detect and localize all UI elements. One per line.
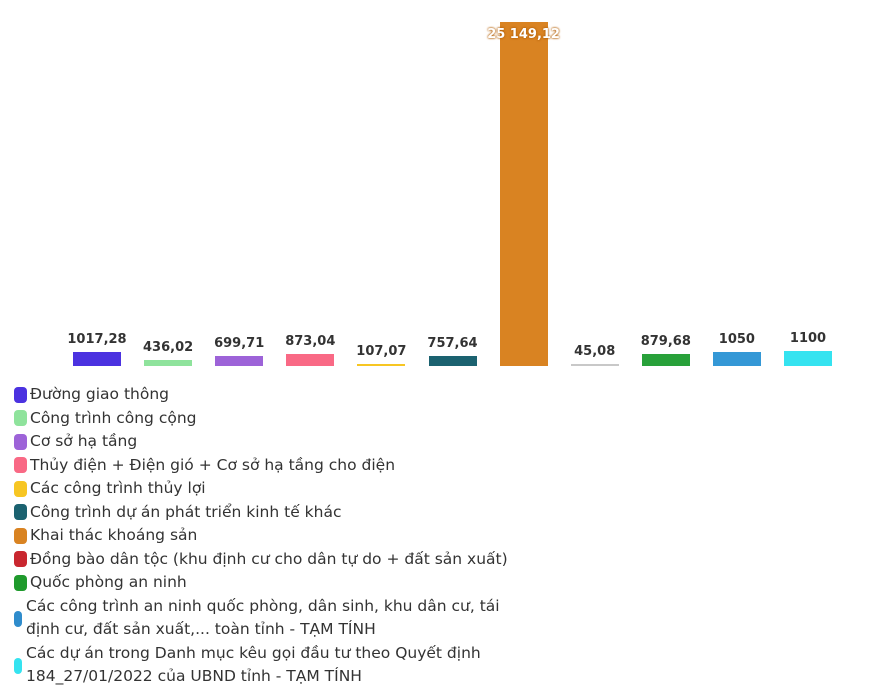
legend-swatch-icon <box>14 610 22 627</box>
bar-value-label: 699,71 <box>214 336 265 351</box>
legend-label: Quốc phòng an ninh <box>30 573 187 591</box>
legend-swatch-icon <box>14 657 22 674</box>
legend-item[interactable]: Công trình dự án phát triển kinh tế khác <box>14 501 534 525</box>
legend-item[interactable]: Quốc phòng an ninh <box>14 571 534 595</box>
chart-legend: Đường giao thông Công trình công cộng Cơ s… <box>14 383 534 689</box>
bar-chart: 1017,28 436,02 699,71 873,04 107,07 757,64 25 … <box>67 22 832 366</box>
legend-item[interactable]: Các công trình thủy lợi <box>14 477 534 501</box>
legend-swatch-icon <box>14 480 27 497</box>
legend-swatch-icon <box>14 386 27 403</box>
bar <box>215 356 264 366</box>
legend-label: Các dự án trong Danh mục kêu gọi đầu tư … <box>26 643 481 686</box>
legend-item[interactable]: Công trình công cộng <box>14 407 534 431</box>
legend-label: Đồng bào dân tộc (khu định cư cho dân tự… <box>30 549 508 568</box>
legend-item[interactable]: Thủy điện + Điện gió + Cơ sở hạ tầng cho… <box>14 454 534 478</box>
bar <box>641 354 690 366</box>
legend-item[interactable]: Cơ sở hạ tầng <box>14 430 534 454</box>
bar <box>286 354 335 366</box>
bar-value-label: 25 149,12 <box>487 27 560 42</box>
bar <box>144 360 193 366</box>
legend-label: Công trình công cộng <box>30 408 197 427</box>
legend-item[interactable]: Các công trình an ninh quốc phòng, dân s… <box>14 595 534 642</box>
legend-swatch-icon <box>14 551 27 567</box>
legend-swatch-icon <box>14 457 27 473</box>
legend-label: Các công trình thủy lợi <box>30 479 206 497</box>
bar <box>73 352 121 366</box>
bar-value-label: 757,64 <box>427 336 478 351</box>
bar-value-label: 1100 <box>789 331 827 346</box>
legend-swatch-icon <box>14 433 27 450</box>
legend-swatch-icon <box>14 410 27 426</box>
bar-value-label: 1050 <box>718 332 755 347</box>
legend-swatch-icon <box>14 504 27 520</box>
legend-swatch-icon <box>14 574 27 591</box>
bar-value-label: 436,02 <box>143 340 194 355</box>
legend-label: Đường giao thông <box>30 385 170 403</box>
legend-item[interactable]: Các dự án trong Danh mục kêu gọi đầu tư … <box>14 642 534 689</box>
bar <box>499 22 548 366</box>
legend-label: Thủy điện + Điện gió + Cơ sở hạ tầng cho… <box>30 455 396 474</box>
bar <box>428 356 477 366</box>
bar-value-label: 879,68 <box>640 334 691 349</box>
legend-label: Các công trình an ninh quốc phòng, dân s… <box>26 596 500 639</box>
bar <box>357 364 406 366</box>
legend-swatch-icon <box>14 527 27 544</box>
legend-label: Công trình dự án phát triển kinh tế khác <box>30 502 342 521</box>
bar <box>784 351 832 366</box>
legend-label: Khai thác khoáng sản <box>30 526 198 544</box>
bar <box>712 352 761 366</box>
bar-value-label: 45,08 <box>574 344 616 359</box>
bar-value-label: 1017,28 <box>67 332 127 347</box>
bar-value-label: 873,04 <box>285 334 336 349</box>
legend-label: Cơ sở hạ tầng <box>30 432 138 450</box>
legend-item[interactable]: Khai thác khoáng sản <box>14 524 534 548</box>
legend-item[interactable]: Đồng bào dân tộc (khu định cư cho dân tự… <box>14 548 534 572</box>
legend-item[interactable]: Đường giao thông <box>14 383 534 407</box>
bar <box>570 364 619 366</box>
bar-value-label: 107,07 <box>356 344 407 359</box>
